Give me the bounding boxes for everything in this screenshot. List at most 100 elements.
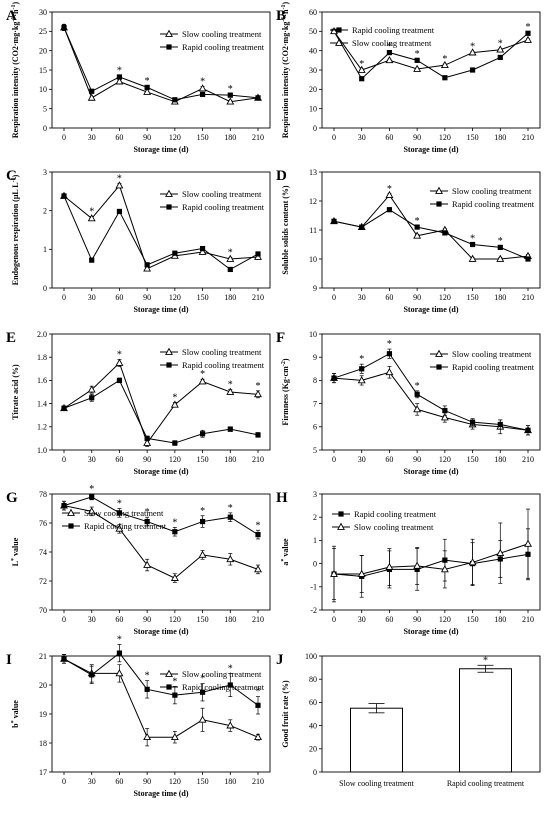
data-point <box>413 405 422 413</box>
x-tick-label: 60 <box>115 133 123 142</box>
data-point <box>61 656 67 662</box>
significance-star: * <box>89 484 94 495</box>
x-tick-label: 30 <box>358 293 366 302</box>
data-point <box>89 395 95 401</box>
data-point <box>226 254 235 262</box>
x-tick-label: 210 <box>252 455 264 464</box>
y-axis-label: b* value <box>11 700 20 728</box>
y-tick-label: 0 <box>313 559 317 568</box>
legend-entry: Slow cooling treatment <box>160 29 262 39</box>
data-point <box>199 689 206 695</box>
x-tick-label: 90 <box>143 293 151 302</box>
data-point <box>199 91 206 97</box>
significance-star: * <box>117 350 122 361</box>
data-point <box>227 682 233 688</box>
y-tick-label: 74 <box>39 548 47 557</box>
data-point <box>87 507 96 515</box>
y-tick-label: 17 <box>39 768 47 777</box>
legend-label: Rapid cooling treatment <box>182 682 265 692</box>
x-tick-label: 30 <box>358 133 366 142</box>
data-point <box>199 518 206 525</box>
significance-star: * <box>117 174 122 185</box>
y-tick-label: 40 <box>309 46 317 55</box>
panel-label-d: D <box>276 168 287 184</box>
y-tick-label: 10 <box>39 85 47 94</box>
x-tick-label: 90 <box>143 455 151 464</box>
data-point <box>170 732 179 741</box>
data-point <box>525 427 531 433</box>
data-point <box>116 74 123 80</box>
x-tick-label: 0 <box>332 455 336 464</box>
x-tick-label: 150 <box>467 133 479 142</box>
bar <box>459 668 512 773</box>
y-tick-label: 0 <box>43 124 47 133</box>
data-point <box>386 50 393 56</box>
data-point <box>198 377 207 385</box>
data-point <box>440 413 449 421</box>
significance-star: * <box>526 22 531 33</box>
data-point <box>87 385 96 393</box>
data-point <box>61 503 67 509</box>
data-point <box>469 419 476 425</box>
data-point <box>89 494 95 500</box>
y-tick-label: 30 <box>309 66 317 75</box>
legend-entry: Rapid cooling treatment <box>160 360 265 370</box>
x-tick-label: 60 <box>115 615 123 624</box>
series-line <box>333 553 529 577</box>
legend-entry: Slow cooling treatment <box>160 189 262 199</box>
series-line <box>333 31 529 80</box>
data-point <box>497 54 503 61</box>
legend-label: Slow cooling treatment <box>182 29 262 39</box>
significance-star: * <box>172 517 177 528</box>
panel-label-a: A <box>6 8 17 24</box>
x-tick-label: 150 <box>197 615 209 624</box>
data-point <box>440 60 449 69</box>
data-point <box>227 514 233 520</box>
category-label: Slow cooling treatment <box>339 779 414 788</box>
legend-label: Slow cooling treatment <box>452 186 532 196</box>
significance-star: * <box>470 233 475 244</box>
legend-entry: Slow cooling treatment <box>332 522 434 532</box>
data-point <box>115 181 124 189</box>
y-tick-label: 50 <box>309 27 317 36</box>
significance-star: * <box>359 59 364 70</box>
data-point <box>413 561 422 569</box>
significance-star: * <box>387 339 392 350</box>
data-point <box>497 244 503 250</box>
y-tick-label: 72 <box>39 577 47 586</box>
significance-star: * <box>145 507 150 518</box>
significance-star: * <box>256 381 261 392</box>
x-tick-label: 0 <box>62 293 66 302</box>
data-point <box>226 97 235 105</box>
y-tick-label: 20 <box>309 745 317 754</box>
y-tick-label: 10 <box>309 255 317 264</box>
data-point <box>469 241 476 248</box>
y-tick-label: 2 <box>43 206 47 215</box>
y-tick-label: 9 <box>313 353 317 362</box>
x-tick-label: 180 <box>494 133 506 142</box>
y-tick-label: 0 <box>43 284 47 293</box>
y-tick-label: 12 <box>309 197 317 206</box>
data-point <box>357 376 366 384</box>
data-point <box>357 569 366 577</box>
legend-marker <box>166 44 172 50</box>
y-tick-label: 9 <box>313 284 317 293</box>
data-point <box>143 560 152 568</box>
x-tick-label: 120 <box>439 615 451 624</box>
legend-marker <box>166 362 172 368</box>
legend-marker <box>166 204 172 210</box>
x-tick-label: 0 <box>62 133 66 142</box>
data-point <box>524 35 532 43</box>
series-line <box>333 194 529 260</box>
data-point <box>255 95 261 101</box>
x-tick-label: 30 <box>88 293 96 302</box>
legend-label: Rapid cooling treatment <box>352 25 435 35</box>
plot-frame <box>321 333 541 451</box>
x-tick-label: 0 <box>332 293 336 302</box>
data-point <box>116 208 123 215</box>
significance-star: * <box>387 41 392 52</box>
x-tick-label: 90 <box>143 615 151 624</box>
data-point <box>496 45 505 53</box>
data-point <box>330 569 338 577</box>
series-line <box>63 195 259 271</box>
